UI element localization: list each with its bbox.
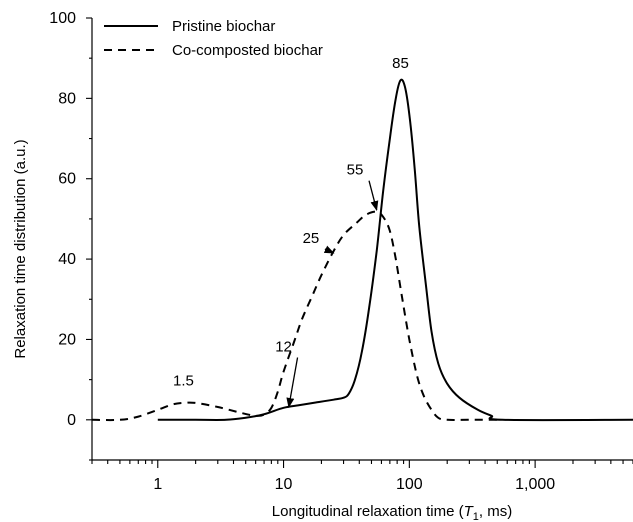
y-tick-label: 20 <box>58 331 76 348</box>
x-tick-label: 1 <box>153 476 162 493</box>
annotation-arrow <box>323 245 335 254</box>
y-tick-label: 0 <box>67 412 76 429</box>
x-axis-title-var: T <box>464 503 475 520</box>
curves <box>91 78 633 422</box>
annotation-label: 85 <box>392 55 409 72</box>
x-tick-label: 100 <box>396 476 423 493</box>
annotation-label: 25 <box>303 230 320 247</box>
x-tick-label: 10 <box>275 476 293 493</box>
x-axis-title-suffix: , ms) <box>479 503 512 520</box>
x-axis-title-prefix: Longitudinal relaxation time ( <box>272 503 464 520</box>
annotation-label: 12 <box>275 339 292 356</box>
y-tick-label: 40 <box>58 251 76 268</box>
pristine-biochar-curve <box>157 78 633 422</box>
annotation-label: 1.5 <box>173 373 194 390</box>
annotation-arrow <box>368 180 379 212</box>
y-tick-label: 60 <box>58 171 76 188</box>
y-tick-label: 80 <box>58 90 76 107</box>
x-axis-title-sub: 1 <box>473 511 479 522</box>
legend: Pristine biochar Co-composted biochar <box>104 18 323 59</box>
y-axis-title: Relaxation time distribution (a.u.) <box>12 139 29 358</box>
x-tick-label: 1,000 <box>515 476 555 493</box>
x-axis-title: Longitudinal relaxation time (T1, ms) <box>272 503 512 522</box>
annotation-arrow <box>286 357 299 408</box>
axes: 0 20 40 60 80 100 1 10 100 1,000 Relaxation time d… <box>12 10 633 522</box>
co-composted-biochar-curve <box>91 210 498 422</box>
annotation-label: 55 <box>347 162 364 179</box>
legend-label-co-composted: Co-composted biochar <box>172 42 323 59</box>
annotations: 1.5 12 25 55 85 <box>173 55 409 408</box>
y-tick-label: 100 <box>49 10 76 27</box>
legend-label-pristine: Pristine biochar <box>172 18 275 35</box>
